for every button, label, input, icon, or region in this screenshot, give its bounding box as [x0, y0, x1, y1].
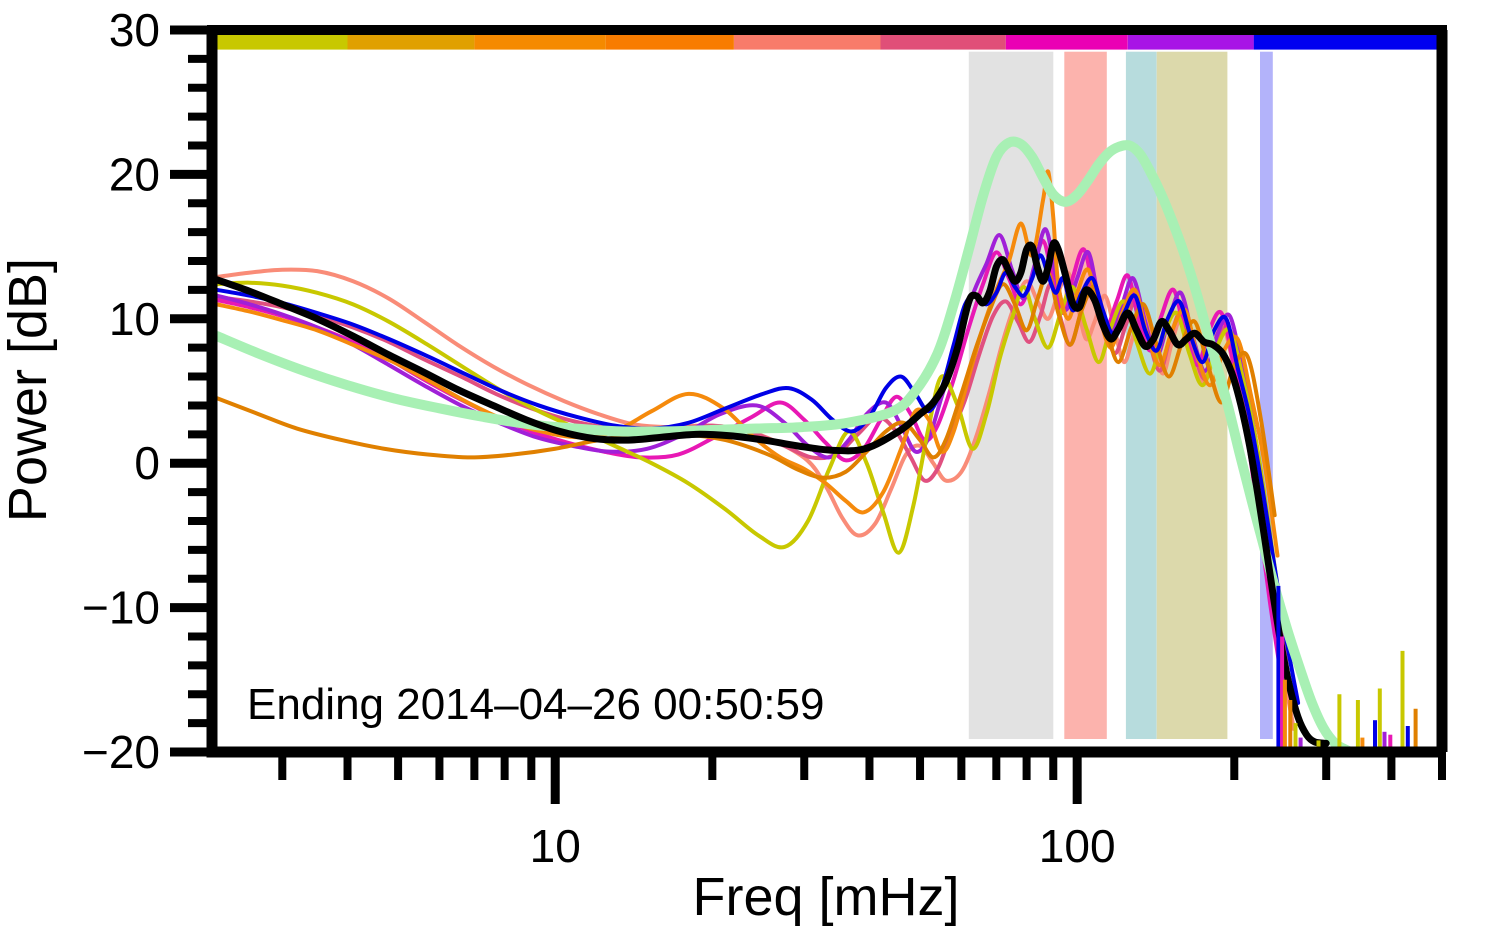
y-tick-label: 10	[109, 293, 160, 345]
colorbar-segment	[212, 33, 348, 50]
curve-olive	[215, 280, 1286, 630]
y-tick-label: −10	[82, 582, 160, 634]
colorbar-segment	[1005, 33, 1128, 50]
colorbar-segment	[347, 33, 475, 50]
colorbar-layer	[212, 33, 1442, 50]
colorbar-segment	[1127, 33, 1254, 50]
mean-black	[213, 239, 1330, 747]
colorbar-segment	[605, 33, 734, 50]
y-tick-label: 0	[134, 437, 160, 489]
curve-blue	[215, 253, 1301, 705]
x-axis-title: Freq [mHz]	[692, 867, 959, 927]
y-axis-title: Power [dB]	[0, 258, 58, 522]
colorbar-segment	[474, 33, 606, 50]
y-tick-label: 20	[109, 148, 160, 200]
series-layer	[212, 136, 1353, 756]
envelope-lightgreen	[212, 136, 1353, 756]
colorbar-segment	[880, 33, 1006, 50]
ending-timestamp-annotation: Ending 2014‒04‒26 00:50:59	[247, 680, 824, 729]
curve-darkorange	[215, 270, 1277, 518]
y-tick-label: −20	[82, 726, 160, 778]
colorbar-segment	[734, 33, 881, 50]
axes-layer: −20 −10 0 10 20 30 10 100	[82, 4, 1448, 872]
x-tick-label: 100	[1039, 820, 1116, 872]
colorbar-segment	[1253, 33, 1442, 50]
band-gray	[968, 51, 1054, 739]
x-tick-label: 10	[530, 820, 581, 872]
y-tick-label: 30	[109, 4, 160, 56]
band-periwinkle	[1260, 51, 1273, 739]
